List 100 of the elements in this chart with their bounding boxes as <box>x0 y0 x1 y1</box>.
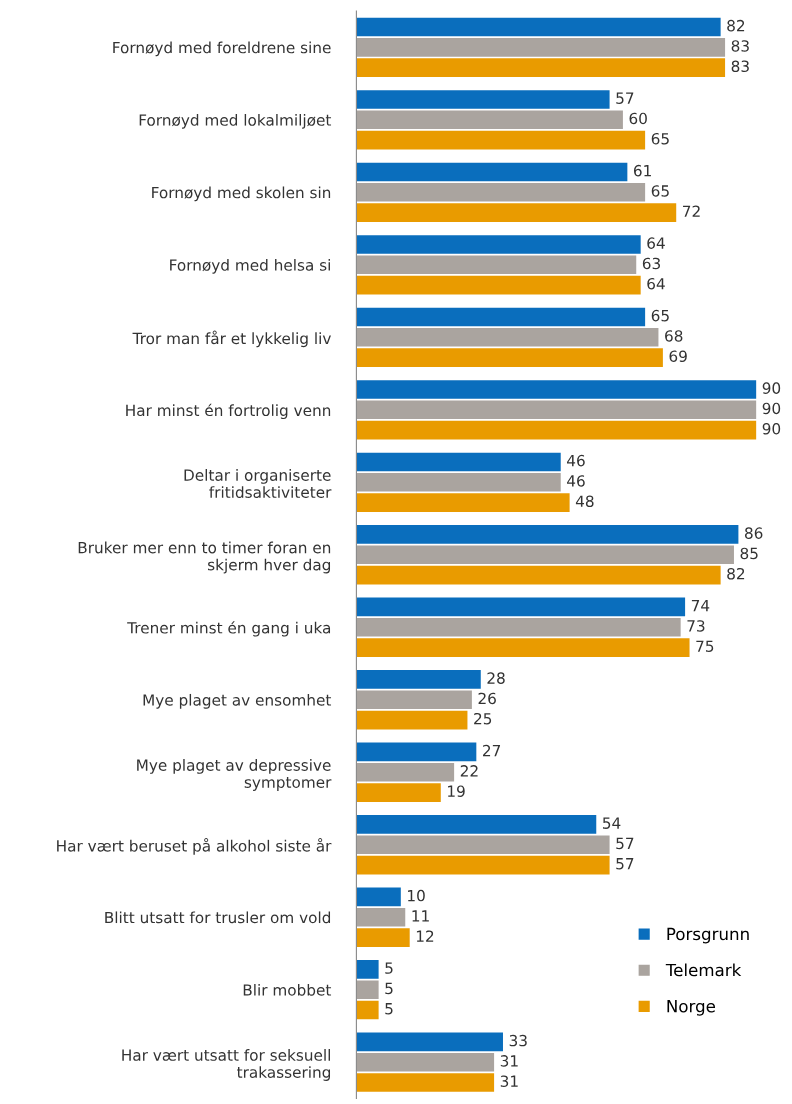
data-label: 57 <box>616 858 634 870</box>
data-label: 57 <box>616 92 634 104</box>
y-tick-label: Har vært beruset på alkohol siste år <box>57 838 332 855</box>
data-label: 83 <box>731 60 749 73</box>
bar <box>356 420 757 440</box>
bar <box>356 887 401 907</box>
bar <box>356 815 597 834</box>
data-label: 63 <box>642 257 661 270</box>
data-label: 28 <box>487 672 505 684</box>
y-tick-label: Har minst én fortrolig venn <box>126 403 331 420</box>
bar <box>356 452 561 472</box>
bar <box>356 980 379 1000</box>
y-tick-label: Fornøyd med foreldrene sine <box>113 41 331 57</box>
data-label: 48 <box>575 495 594 507</box>
data-label: 12 <box>416 930 434 942</box>
bar <box>356 348 663 367</box>
data-label: 5 <box>385 1003 393 1015</box>
y-tick-label: Har vært utsatt for seksuell trakassering <box>122 1049 331 1081</box>
y-tick-label: Fornøyd med lokalmiljøet <box>139 113 332 129</box>
data-label: 57 <box>616 837 634 850</box>
data-label: 5 <box>385 982 393 995</box>
bar <box>356 110 623 130</box>
y-tick-label: Fornøyd med helsa si <box>170 258 330 274</box>
bar <box>356 928 410 947</box>
data-label: 11 <box>412 910 429 922</box>
bar <box>356 690 472 710</box>
bar <box>356 90 610 109</box>
data-label: 73 <box>687 620 705 632</box>
bar <box>356 545 734 565</box>
bar <box>356 162 628 182</box>
legend-label: Porsgrunn <box>667 927 749 944</box>
data-label: 25 <box>474 712 492 725</box>
bar <box>356 307 646 327</box>
bar <box>356 742 477 762</box>
data-label: 64 <box>647 237 665 249</box>
y-tick-label: Mye plaget av depressive symptomer <box>137 759 332 791</box>
data-label: 5 <box>385 962 393 974</box>
data-label: 61 <box>633 164 651 177</box>
data-label: 65 <box>651 309 669 322</box>
bar <box>356 1000 379 1020</box>
bar <box>356 235 641 254</box>
bar <box>356 835 610 855</box>
data-label: 54 <box>603 817 621 829</box>
bar <box>356 182 646 202</box>
bar <box>356 17 721 37</box>
data-label: 68 <box>665 330 683 342</box>
bar <box>356 597 686 617</box>
data-label: 75 <box>696 640 714 652</box>
bar <box>356 130 646 150</box>
bar <box>356 327 659 347</box>
data-label: 46 <box>567 475 585 487</box>
bar <box>356 525 739 544</box>
data-label: 27 <box>483 744 501 757</box>
data-label: 60 <box>629 112 647 125</box>
data-label: 65 <box>651 185 669 197</box>
y-tick-label: Trener minst én gang i uka <box>127 621 331 637</box>
bar <box>356 203 677 222</box>
bar <box>356 670 481 689</box>
data-label: 82 <box>727 567 745 580</box>
bar <box>356 1073 495 1092</box>
data-label: 19 <box>448 785 465 797</box>
bar <box>356 1052 495 1072</box>
data-label: 90 <box>762 422 781 435</box>
data-label: 85 <box>740 547 758 560</box>
data-label: 46 <box>567 454 585 467</box>
y-tick-label: Blir mobbet <box>243 983 332 996</box>
bar <box>356 400 757 420</box>
bar <box>356 960 379 979</box>
bar <box>356 638 690 657</box>
bar <box>356 275 641 295</box>
bar <box>356 37 726 57</box>
bar <box>356 493 570 512</box>
y-tick-label: Blitt utsatt for trusler om vold <box>105 911 331 924</box>
legend-label: Telemark <box>665 963 742 977</box>
bar <box>356 617 681 637</box>
bar <box>356 710 468 730</box>
data-label: 31 <box>500 1055 518 1067</box>
data-label: 74 <box>691 600 710 612</box>
data-label: 72 <box>683 205 700 217</box>
bar <box>356 565 721 585</box>
bar <box>356 907 406 927</box>
data-label: 69 <box>669 350 687 362</box>
y-tick-label: Bruker mer enn to timer foran en skjerm hver dag <box>78 541 331 574</box>
data-label: 10 <box>408 889 425 902</box>
bar <box>356 255 637 275</box>
data-label: 31 <box>500 1075 518 1087</box>
bar <box>356 1032 503 1052</box>
data-label: 83 <box>731 40 749 52</box>
data-label: 90 <box>762 402 781 415</box>
data-label: 64 <box>647 277 665 290</box>
y-tick-label: Mye plaget av ensomhet <box>143 693 332 709</box>
data-label: 26 <box>478 692 496 705</box>
y-tick-label: Tror man får et lykkelig liv <box>132 330 331 348</box>
y-tick-label: Fornøyd med skolen sin <box>152 186 331 202</box>
data-label: 90 <box>762 382 781 394</box>
legend-label: Norge <box>667 1000 716 1016</box>
bar <box>356 472 561 492</box>
data-label: 65 <box>651 132 669 145</box>
data-label: 22 <box>460 765 478 777</box>
bar <box>356 855 610 875</box>
